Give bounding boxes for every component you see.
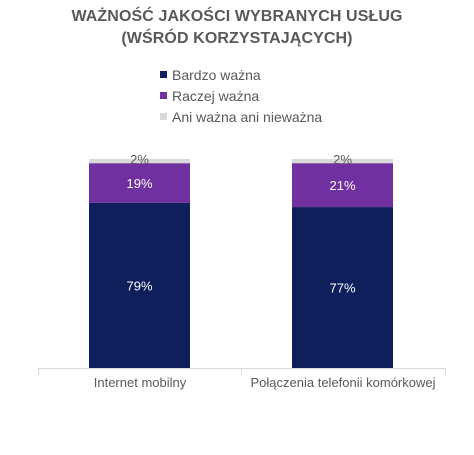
legend-item-ani: Ani ważna ani nieważna	[160, 106, 322, 127]
legend-label-raczej: Raczej ważna	[172, 87, 260, 104]
data-label-ani-2: 2%	[333, 152, 352, 167]
chart-title: WAŻNOŚĆ JAKOŚCI WYBRANYCH USŁUG (WŚRÓD K…	[0, 6, 474, 50]
legend-label-bardzo: Bardzo ważna	[172, 66, 261, 83]
legend-swatch-ani	[160, 113, 167, 120]
data-label-raczej-1: 19%	[126, 176, 152, 191]
bar-segment-ani-2	[292, 159, 393, 164]
chart-legend: Bardzo ważna Raczej ważna Ani ważna ani …	[160, 64, 322, 127]
legend-swatch-raczej	[160, 92, 167, 99]
x-tick-label-1: Internet mobilny	[94, 375, 187, 390]
data-label-raczej-2: 21%	[329, 178, 355, 193]
legend-label-ani: Ani ważna ani nieważna	[172, 108, 323, 125]
data-label-bardzo-1: 79%	[126, 278, 152, 293]
legend-item-raczej: Raczej ważna	[160, 85, 322, 106]
bar-segment-bardzo-1	[89, 202, 190, 368]
bar-segment-bardzo-2	[292, 207, 393, 368]
legend-swatch-bardzo	[160, 71, 167, 78]
legend-item-bardzo: Bardzo ważna	[160, 64, 322, 85]
bar-segment-raczej-2	[292, 163, 393, 208]
chart-title-line-1: WAŻNOŚĆ JAKOŚCI WYBRANYCH USŁUG	[71, 8, 403, 25]
data-label-bardzo-2: 77%	[329, 281, 355, 296]
x-tick-label-2: Połączenia telefonii komórkowej	[251, 375, 436, 390]
data-label-ani-1: 2%	[130, 152, 149, 167]
bar-segment-raczej-1	[89, 163, 190, 203]
bar-segment-ani-1	[89, 159, 190, 164]
chart-title-line-2: (WŚRÓD KORZYSTAJĄCYCH)	[121, 30, 353, 47]
